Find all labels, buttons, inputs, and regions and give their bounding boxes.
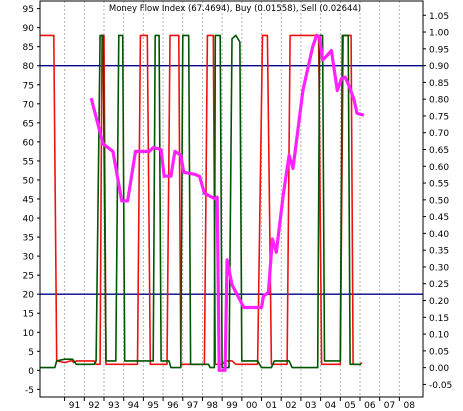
right-tick-label: 0.40 — [429, 230, 449, 240]
left-tick-label: 15 — [23, 310, 34, 320]
left-tick-label: 70 — [23, 100, 35, 110]
x-tick-label-95: 95 — [147, 401, 158, 411]
right-tick-label: 0.75 — [429, 112, 449, 122]
left-tick-label: 35 — [23, 234, 34, 244]
right-tick-label: 0.90 — [429, 62, 449, 72]
left-tick-label: 50 — [23, 176, 35, 186]
x-tick-label-01: 01 — [266, 401, 277, 411]
right-tick-label: 0.85 — [429, 79, 449, 89]
x-tick-label-94: 94 — [128, 401, 140, 411]
x-tick-label-07: 07 — [384, 401, 395, 411]
x-tick-label-06: 06 — [364, 401, 376, 411]
x-tick-label-00: 00 — [246, 401, 258, 411]
left-tick-label: 20 — [23, 291, 35, 301]
mfi-line — [89, 33, 365, 372]
x-tick-label-03: 03 — [305, 401, 316, 411]
right-tick-label: 0.50 — [429, 196, 449, 206]
left-tick-label: -5 — [25, 386, 34, 396]
x-tick-label-04: 04 — [325, 401, 337, 411]
right-tick-label: 0.55 — [429, 180, 449, 190]
left-tick-label: 30 — [23, 253, 35, 263]
x-tick-label-05: 05 — [344, 401, 355, 411]
left-tick-label: 65 — [23, 119, 34, 129]
x-axis-ticks: 91 92 93 94 95 96 97 98 99 00 01 02 03 04 05 06 07 08 — [64, 397, 415, 411]
right-tick-label: 0.30 — [429, 263, 449, 273]
right-tick-label: 0.00 — [429, 364, 449, 374]
left-tick-label: 0 — [28, 367, 34, 377]
right-tick-label: 0.15 — [429, 314, 449, 324]
x-tick-label-92: 92 — [88, 401, 99, 411]
left-tick-label: 10 — [23, 329, 35, 339]
x-tick-label-91: 91 — [69, 401, 80, 411]
x-tick-label-97: 97 — [187, 401, 198, 411]
right-tick-label: 0.45 — [429, 213, 449, 223]
right-tick-label: 0.60 — [429, 163, 449, 173]
left-tick-label: 60 — [23, 138, 35, 148]
left-tick-label: 90 — [23, 24, 35, 34]
right-tick-label: 0.35 — [429, 247, 449, 257]
left-tick-label: 40 — [23, 215, 35, 225]
right-tick-label: 0.95 — [429, 45, 449, 55]
left-tick-label: 5 — [28, 348, 34, 358]
chart-title: Money Flow Index (67.4694), Buy (0.01558… — [109, 4, 361, 14]
left-tick-label: 45 — [23, 196, 34, 206]
right-tick-label: 1.00 — [429, 29, 449, 39]
right-tick-label: 0.65 — [429, 146, 449, 156]
right-tick-label: -0.05 — [429, 381, 452, 391]
left-tick-label: 85 — [23, 43, 34, 53]
left-tick-label: 95 — [23, 5, 34, 15]
left-tick-label: 80 — [23, 62, 35, 72]
right-tick-label: 0.20 — [429, 297, 449, 307]
x-tick-label-08: 08 — [403, 401, 415, 411]
sell-line — [40, 34, 363, 366]
right-tick-label: 1.05 — [429, 12, 449, 22]
x-tick-label-02: 02 — [285, 401, 296, 411]
buy-line — [40, 34, 361, 369]
x-tick-label-93: 93 — [108, 401, 119, 411]
right-tick-label: 0.10 — [429, 331, 449, 341]
x-tick-label-99: 99 — [226, 401, 238, 411]
right-tick-label: 0.05 — [429, 347, 449, 357]
right-tick-label: 0.80 — [429, 96, 449, 106]
x-tick-label-98: 98 — [207, 401, 219, 411]
right-axis-ticks: 1.05 1.00 0.95 0.90 0.85 0.80 0.75 0.70 0.65 0.60… — [423, 12, 452, 391]
right-tick-label: 0.70 — [429, 129, 449, 139]
right-tick-label: 0.25 — [429, 280, 449, 290]
series-lines — [40, 33, 365, 372]
left-tick-label: 75 — [23, 81, 34, 91]
left-tick-label: 55 — [23, 157, 34, 167]
x-tick-label-96: 96 — [167, 401, 179, 411]
left-tick-label: 25 — [23, 272, 34, 282]
